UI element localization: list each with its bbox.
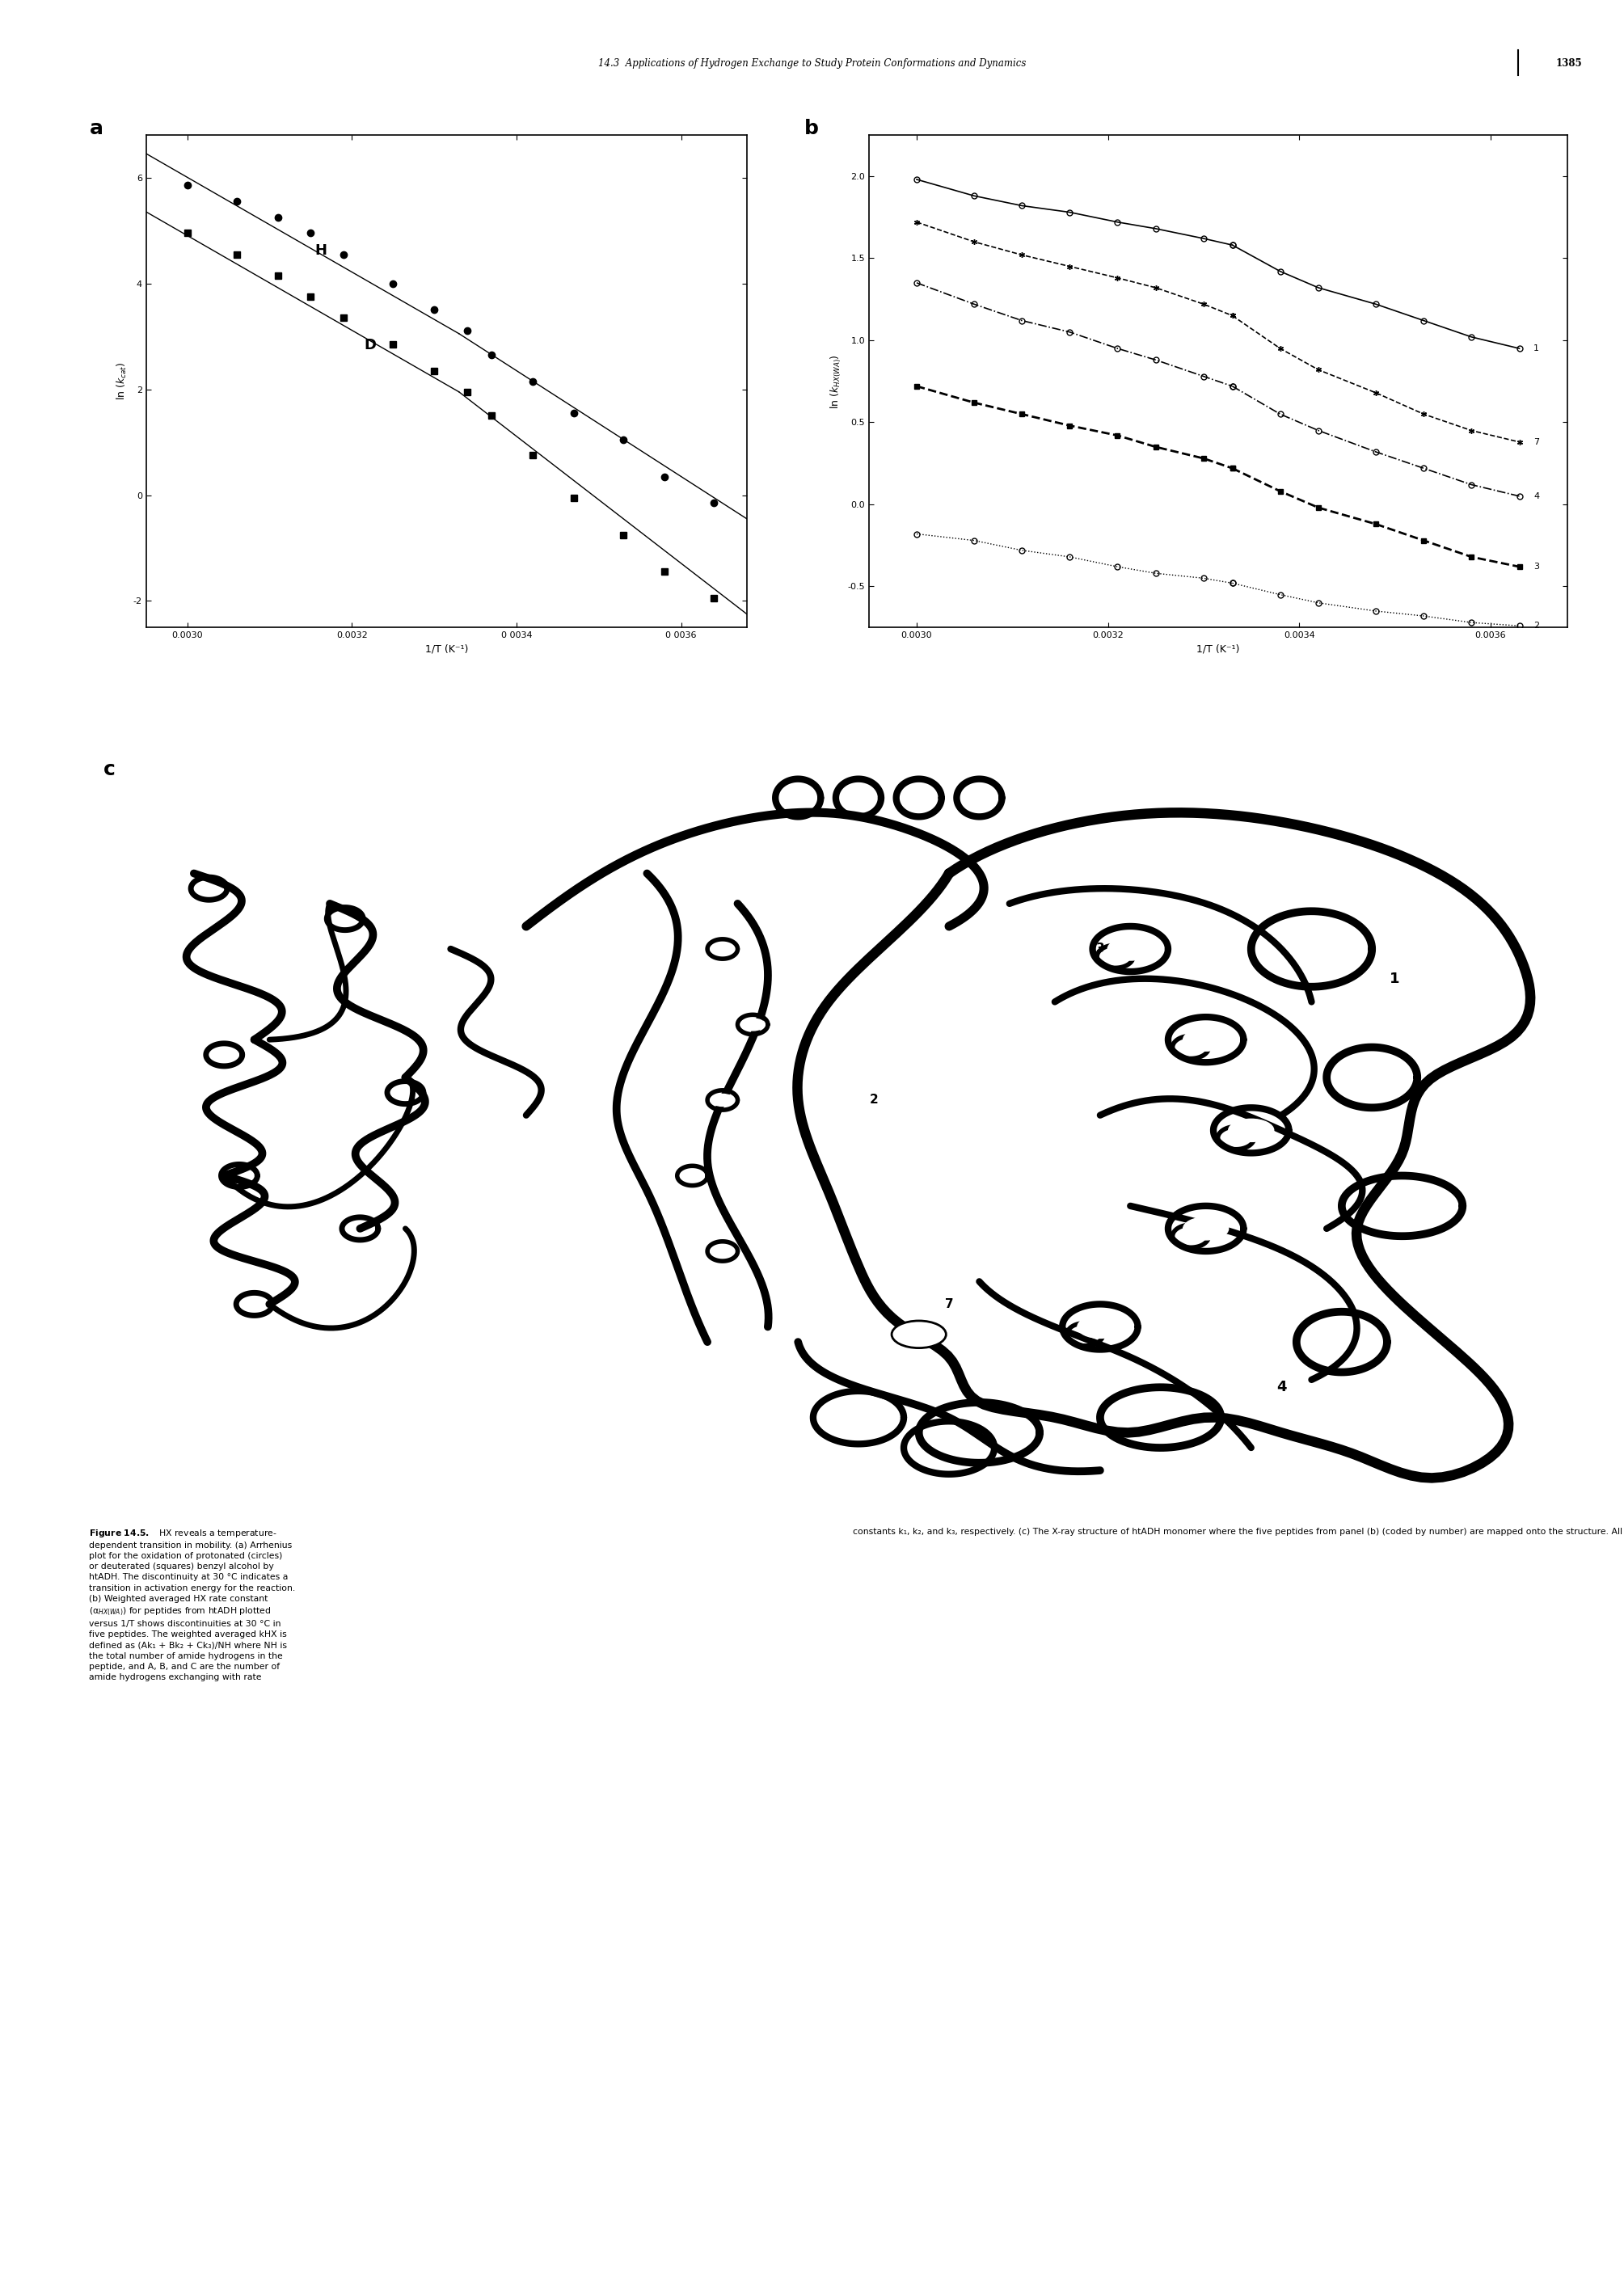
Circle shape (741, 1019, 765, 1030)
Text: 3: 3 (1533, 563, 1540, 570)
Circle shape (680, 1170, 705, 1182)
Text: 7: 7 (1533, 437, 1540, 447)
Y-axis label: ln ($k_{HX(WA)}$): ln ($k_{HX(WA)}$) (828, 355, 843, 408)
Text: D: D (364, 339, 377, 353)
X-axis label: 1/T (K⁻¹): 1/T (K⁻¹) (425, 643, 468, 655)
Text: H: H (315, 243, 326, 256)
Circle shape (1184, 1028, 1228, 1051)
Text: 4: 4 (1533, 492, 1540, 499)
Text: 4: 4 (1276, 1381, 1286, 1395)
Circle shape (892, 1321, 947, 1349)
Text: 1385: 1385 (1556, 60, 1582, 69)
Text: 1: 1 (1533, 344, 1540, 353)
Circle shape (710, 943, 734, 955)
Text: 1: 1 (1390, 971, 1400, 987)
Circle shape (1077, 1314, 1122, 1337)
Circle shape (1184, 1218, 1228, 1239)
Circle shape (710, 1246, 734, 1257)
Text: c: c (104, 760, 115, 779)
Text: 2: 2 (1533, 623, 1540, 630)
Circle shape (1228, 1120, 1273, 1143)
Circle shape (710, 1095, 734, 1106)
Text: a: a (89, 119, 102, 137)
Circle shape (1108, 937, 1153, 960)
Text: b: b (804, 119, 818, 137)
Text: 3: 3 (1096, 943, 1104, 955)
Text: 2: 2 (869, 1095, 879, 1106)
Y-axis label: ln ($k_{cat}$): ln ($k_{cat}$) (115, 362, 128, 401)
Text: 14.3  Applications of Hydrogen Exchange to Study Protein Conformations and Dynam: 14.3 Applications of Hydrogen Exchange t… (598, 60, 1026, 69)
Text: 7: 7 (945, 1298, 953, 1310)
X-axis label: 1/T (K⁻¹): 1/T (K⁻¹) (1197, 643, 1239, 655)
Text: $\bf{Figure\ 14.5.}$   HX reveals a temperature-
dependent transition in mobilit: $\bf{Figure\ 14.5.}$ HX reveals a temper… (89, 1527, 296, 1681)
Text: constants k₁, k₂, and k₃, respectively. (c) The X-ray structure of htADH monomer: constants k₁, k₂, and k₃, respectively. … (853, 1527, 1624, 1537)
